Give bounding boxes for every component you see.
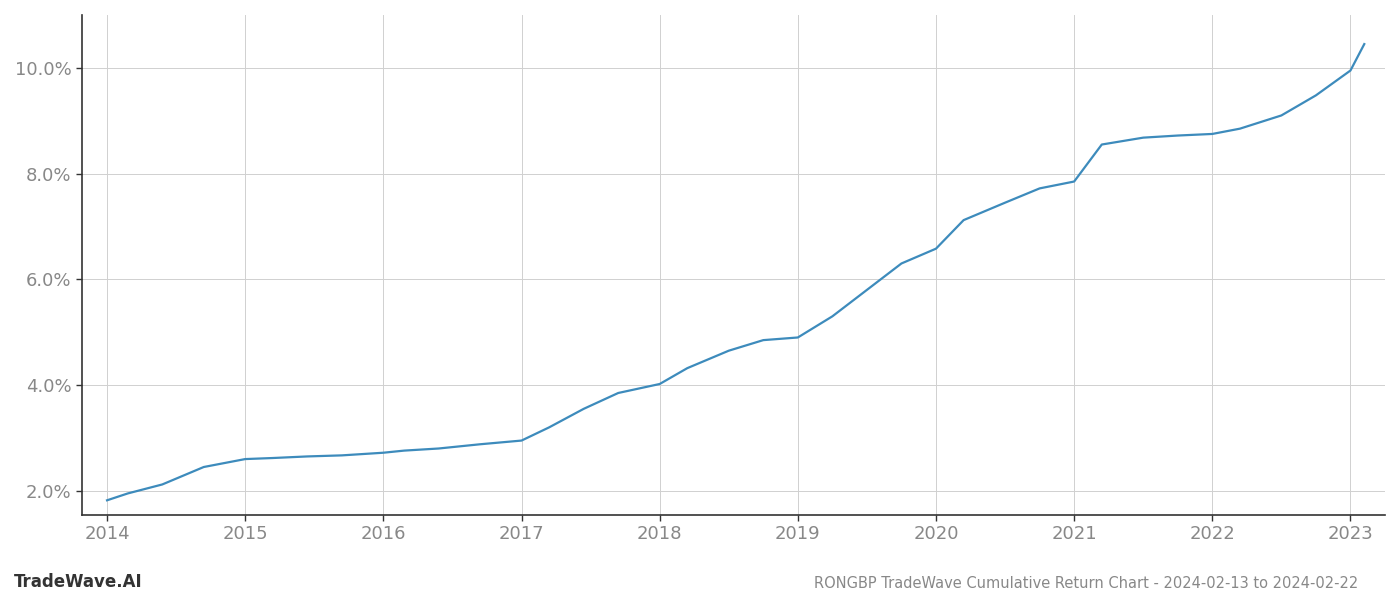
Text: TradeWave.AI: TradeWave.AI bbox=[14, 573, 143, 591]
Text: RONGBP TradeWave Cumulative Return Chart - 2024-02-13 to 2024-02-22: RONGBP TradeWave Cumulative Return Chart… bbox=[813, 576, 1358, 591]
